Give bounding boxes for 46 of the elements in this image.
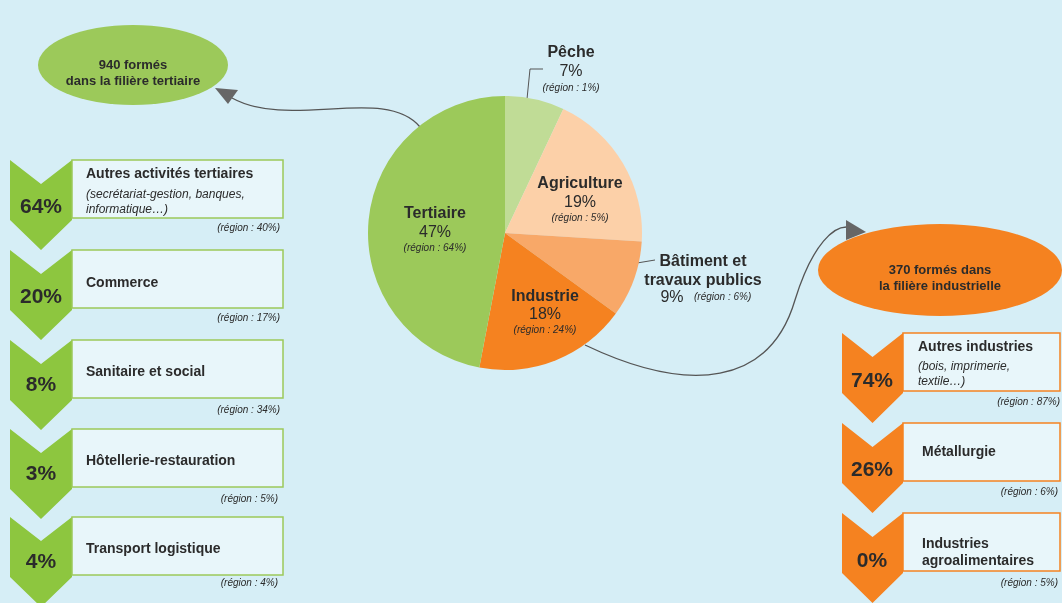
text: 26% [850, 457, 894, 480]
text: 0% [856, 548, 888, 571]
text: 64% [19, 194, 63, 217]
text: Commerce [86, 274, 159, 290]
text: (région : 6%) [694, 291, 752, 302]
text: 8% [25, 372, 57, 395]
text: 74% [850, 368, 894, 391]
text: Autres industries [918, 338, 1034, 354]
text: (région : 5%) [220, 493, 278, 504]
slice-label: Industrie [511, 287, 579, 304]
text: (secrétariat-gestion, banques, informatique…) [86, 187, 245, 216]
data-label: 9% [660, 288, 684, 305]
slice-label: Agriculture [537, 174, 623, 191]
slice-label: Bâtiment et travaux publics [644, 252, 762, 288]
text: (bois, imprimerie, textile…) [918, 359, 1011, 388]
pie-slice [368, 96, 505, 368]
text: 370 formés dans la filière industrielle [878, 262, 1002, 293]
text: (région : 64%) [403, 242, 467, 253]
text: Hôtellerie-restauration [86, 452, 236, 468]
data-label: 47% [418, 223, 452, 240]
data-label: 7% [559, 62, 583, 79]
slice-label: Pêche [547, 43, 595, 60]
data-label: 19% [563, 193, 597, 210]
text: (région : 34%) [217, 404, 280, 415]
slice-label: Tertiaire [404, 204, 467, 221]
pie-slice [505, 109, 642, 242]
text: 4% [25, 549, 57, 572]
text: Métallurgie [922, 443, 997, 459]
text: (région : 1%) [542, 82, 600, 93]
text: (région : 4%) [220, 577, 278, 588]
data-label: 18% [528, 305, 562, 322]
text: Sanitaire et social [86, 363, 206, 379]
text: Autres activités tertiaires [86, 165, 254, 181]
text: (région : 87%) [997, 396, 1060, 407]
pie-slice [479, 233, 616, 370]
text: (région : 17%) [217, 312, 280, 323]
text: Industries agroalimentaires [922, 535, 1035, 568]
text: Transport logistique [86, 540, 221, 556]
text: (région : 6%) [1000, 486, 1058, 497]
text: (région : 40%) [217, 222, 280, 233]
text: (région : 24%) [513, 324, 577, 335]
text: (région : 5%) [1000, 577, 1058, 588]
text: (région : 5%) [551, 212, 609, 223]
text: 940 formés dans la filière tertiaire [65, 57, 201, 88]
text: 20% [19, 284, 63, 307]
text: 3% [25, 461, 57, 484]
